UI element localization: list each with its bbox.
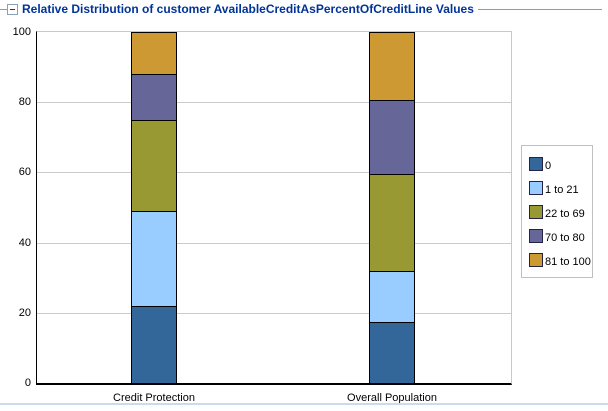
legend-label: 1 to 21 [545, 183, 579, 196]
legend: 0 1 to 21 22 to 69 70 to 80 81 to 100 [521, 145, 593, 278]
gridline-20 [37, 312, 511, 314]
y-tick-label-40: 40 [18, 237, 31, 249]
header-rule-right [477, 8, 602, 10]
legend-swatch-icon [529, 253, 543, 267]
category-label: Overall Population [347, 392, 437, 404]
bar-segment [369, 32, 415, 101]
y-tick-label-100: 100 [12, 26, 31, 38]
collapse-minus-icon[interactable] [7, 3, 18, 15]
y-tick-label-80: 80 [18, 96, 31, 108]
gridline-60 [37, 172, 511, 174]
bar-segment [131, 305, 177, 383]
bar-overall-population [369, 32, 415, 383]
legend-item: 0 [529, 152, 590, 176]
chart-title: Relative Distribution of customer Availa… [22, 2, 474, 16]
legend-label: 0 [545, 159, 552, 172]
legend-item: 1 to 21 [529, 176, 590, 200]
section-header: Relative Distribution of customer Availa… [0, 0, 608, 18]
legend-label: 81 to 100 [545, 255, 591, 268]
legend-swatch-icon [529, 205, 543, 219]
bar-segment [131, 119, 177, 212]
bar-segment [131, 211, 177, 306]
y-tick-label-60: 60 [18, 166, 31, 178]
legend-item: 70 to 80 [529, 224, 590, 248]
gridline-40 [37, 242, 511, 244]
legend-item: 22 to 69 [529, 200, 590, 224]
legend-label: 70 to 80 [545, 231, 585, 244]
gridline-80 [37, 102, 511, 104]
bar-segment [369, 321, 415, 383]
panel-bottom-border [0, 403, 608, 405]
bar-credit-protection [131, 32, 177, 383]
bar-segment [131, 74, 177, 120]
y-tick-label-0: 0 [24, 377, 31, 389]
legend-label: 22 to 69 [545, 207, 585, 220]
header-rule-left [0, 8, 7, 10]
bar-segment [369, 174, 415, 271]
legend-swatch-icon [529, 181, 543, 195]
bar-segment [369, 100, 415, 175]
legend-swatch-icon [529, 157, 543, 171]
legend-swatch-icon [529, 229, 543, 243]
category-label: Credit Protection [113, 392, 195, 404]
legend-item: 81 to 100 [529, 248, 591, 272]
plot-area [36, 31, 512, 385]
bar-segment [369, 270, 415, 322]
y-tick-label-20: 20 [18, 307, 31, 319]
bar-segment [131, 32, 177, 75]
